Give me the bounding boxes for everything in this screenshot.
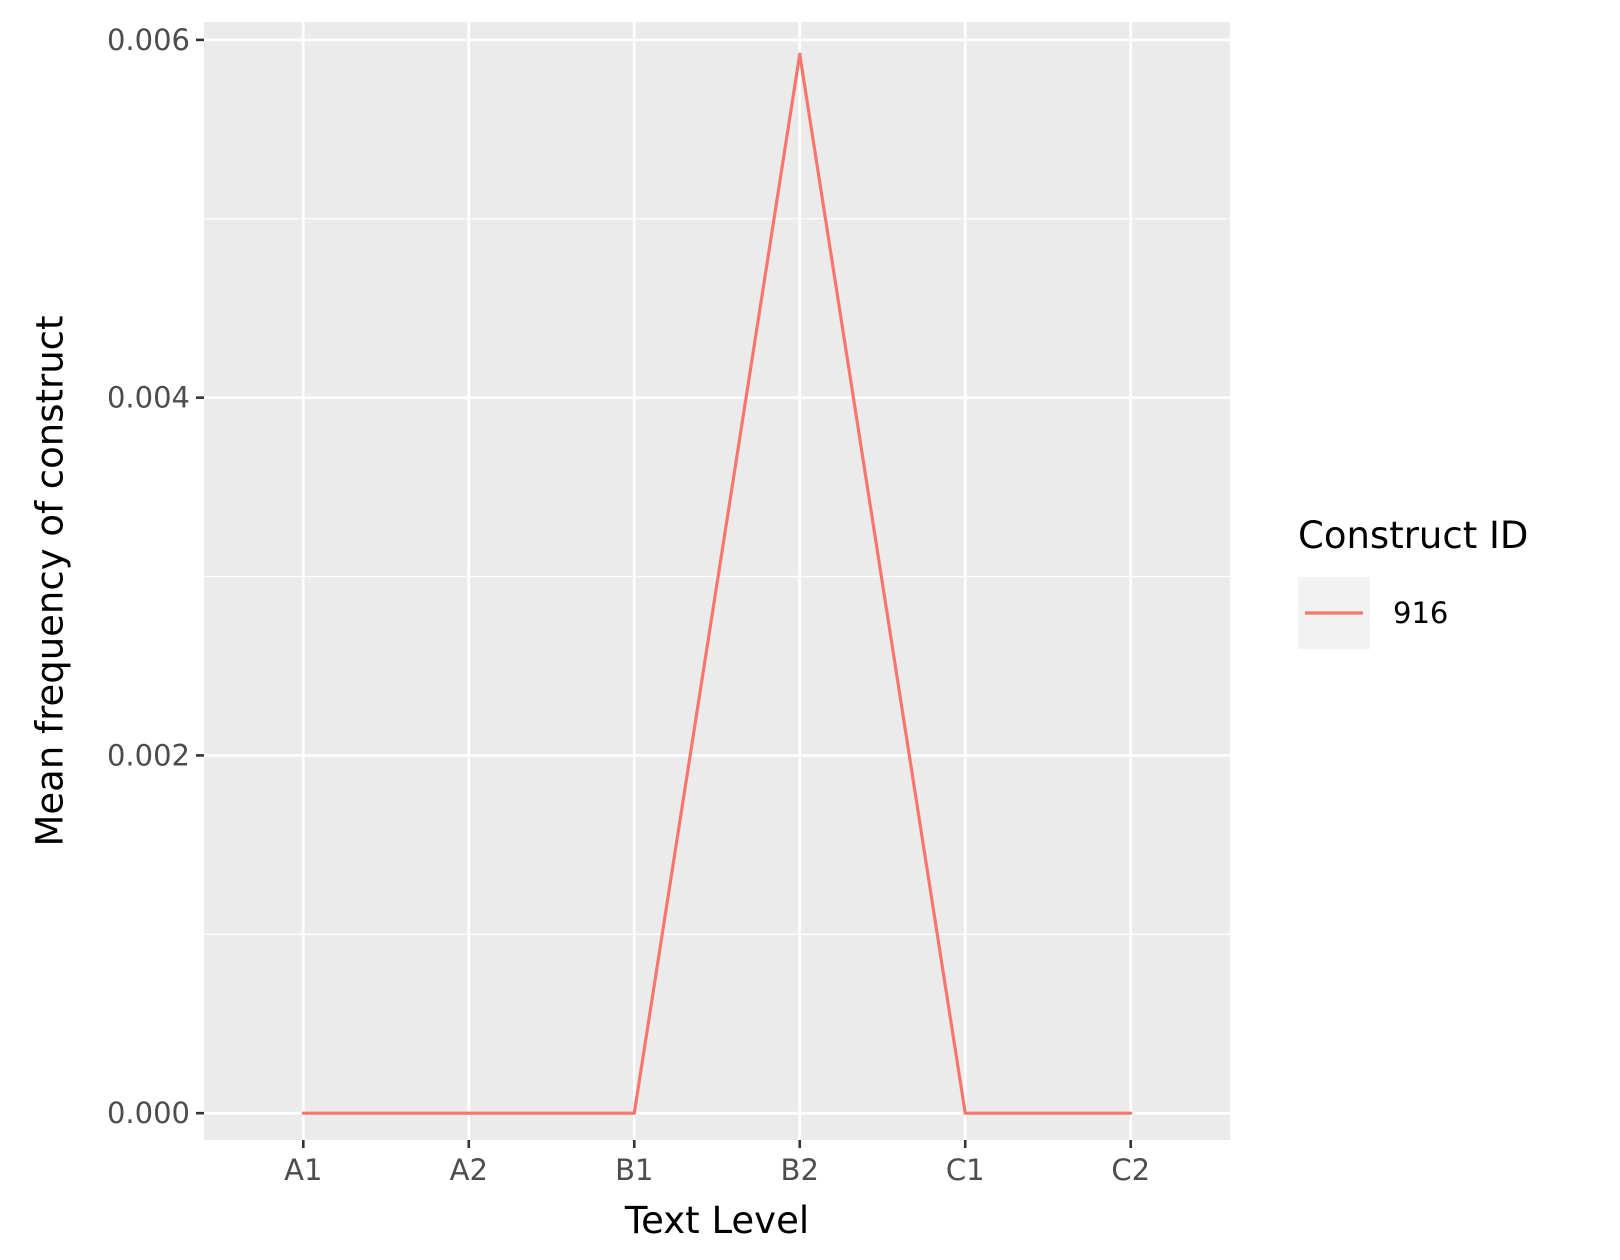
series-point — [963, 1111, 967, 1115]
x-tick-label: C1 — [946, 1153, 985, 1187]
x-tick-label: B2 — [781, 1153, 819, 1187]
series-line — [303, 52, 1131, 1115]
y-tick-label: 0.006 — [107, 23, 190, 57]
y-axis: 0.000 0.002 0.004 0.006 — [107, 23, 204, 1130]
legend: Construct ID 916 — [1298, 514, 1528, 649]
x-tick-label: A1 — [284, 1153, 322, 1187]
series-point — [467, 1111, 471, 1115]
series-point — [1129, 1111, 1133, 1115]
x-tick-label: C2 — [1111, 1153, 1150, 1187]
x-tick-label: A2 — [450, 1153, 488, 1187]
series-point — [632, 1111, 636, 1115]
y-tick-label: 0.000 — [107, 1096, 190, 1130]
x-tick-label: B1 — [615, 1153, 653, 1187]
series-point — [301, 1111, 305, 1115]
y-axis-title: Mean frequency of construct — [29, 315, 72, 846]
series-layer — [301, 52, 1133, 1115]
x-axis: A1 A2 B1 B2 C1 C2 — [284, 1140, 1150, 1187]
grid-major — [204, 22, 1230, 1140]
y-tick-label: 0.004 — [107, 381, 190, 415]
y-tick-label: 0.002 — [107, 738, 190, 772]
legend-title: Construct ID — [1298, 514, 1528, 557]
legend-label: 916 — [1393, 596, 1448, 630]
x-axis-title: Text Level — [624, 1199, 809, 1242]
series-point — [798, 52, 802, 56]
